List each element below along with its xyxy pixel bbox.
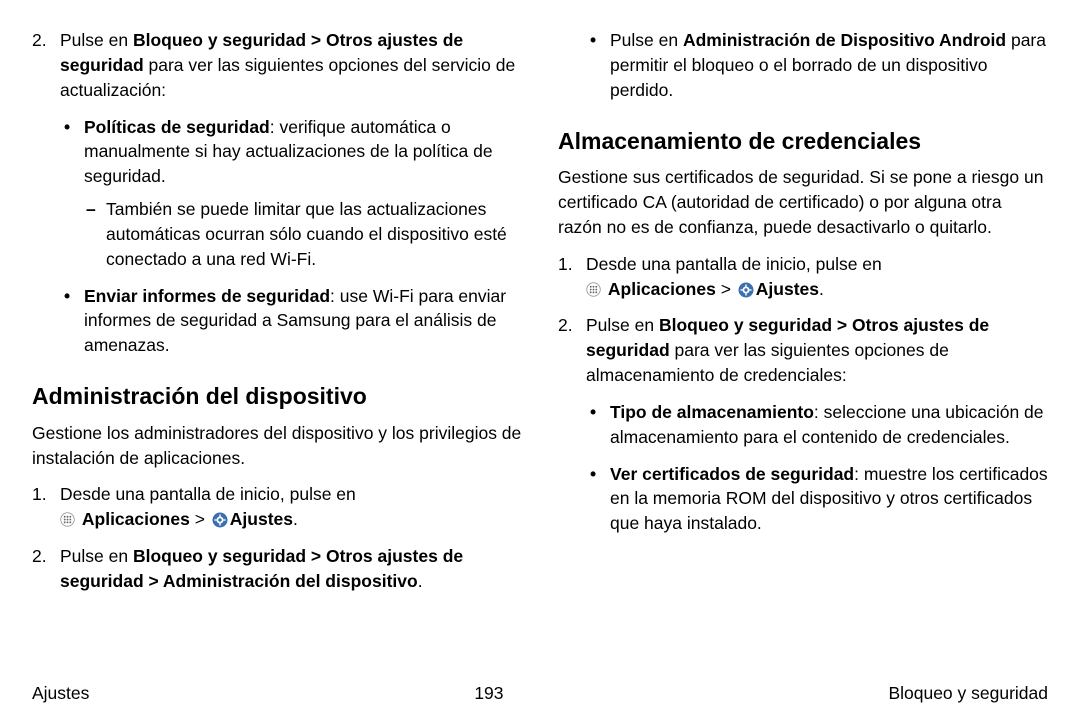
footer-left: Ajustes xyxy=(32,683,89,704)
intro-text: Gestione los administradores del disposi… xyxy=(32,421,522,471)
text: También se puede limitar que las actuali… xyxy=(106,199,507,269)
list-item: También se puede limitar que las actuali… xyxy=(84,197,522,272)
list-item: Tipo de almacenamiento: seleccione una u… xyxy=(586,400,1048,450)
step-number: 2. xyxy=(558,313,573,338)
footer-right: Bloqueo y seguridad xyxy=(888,683,1048,704)
apps-icon xyxy=(60,509,75,524)
bold-text: Tipo de almacenamiento xyxy=(610,402,814,422)
list-item: Ver certificados de seguridad: muestre l… xyxy=(586,462,1048,537)
step-number: 1. xyxy=(32,482,47,507)
section-heading: Almacenamiento de credenciales xyxy=(558,125,1048,158)
list-item: 2. Pulse en Bloqueo y seguridad > Otros … xyxy=(558,313,1048,536)
bold-text: Administración de Dispositivo Android xyxy=(683,30,1006,50)
page-number: 193 xyxy=(474,683,503,704)
text: > xyxy=(190,509,210,529)
section-heading: Administración del dispositivo xyxy=(32,380,522,413)
page-footer: Ajustes 193 Bloqueo y seguridad xyxy=(32,683,1048,704)
text: Pulse en xyxy=(610,30,683,50)
gear-icon xyxy=(212,510,228,526)
bold-text: Enviar informes de seguridad xyxy=(84,286,330,306)
text: > xyxy=(716,279,736,299)
text: Pulse en xyxy=(60,30,133,50)
list-item: 1. Desde una pantalla de inicio, pulse e… xyxy=(558,252,1048,302)
gear-icon xyxy=(738,280,754,296)
list-item: 2. Pulse en Bloqueo y seguridad > Otros … xyxy=(32,544,522,594)
step-number: 2. xyxy=(32,28,47,53)
list-item: Pulse en Administración de Dispositivo A… xyxy=(586,28,1048,103)
bold-text: Aplicaciones xyxy=(608,279,716,299)
bold-text: Ajustes xyxy=(756,279,819,299)
list-item: 1. Desde una pantalla de inicio, pulse e… xyxy=(32,482,522,532)
text: Desde una pantalla de inicio, pulse en xyxy=(586,254,882,274)
right-column: Pulse en Administración de Dispositivo A… xyxy=(558,28,1048,660)
apps-icon xyxy=(586,279,601,294)
bold-text: Aplicaciones xyxy=(82,509,190,529)
bold-text: Ajustes xyxy=(230,509,293,529)
text: . xyxy=(418,571,423,591)
list-item: 2. Pulse en Bloqueo y seguridad > Otros … xyxy=(32,28,522,358)
bold-text: Políticas de seguridad xyxy=(84,117,270,137)
list-item: Políticas de seguridad: verifique automá… xyxy=(60,115,522,272)
text: Pulse en xyxy=(60,546,133,566)
step-number: 2. xyxy=(32,544,47,569)
text: . xyxy=(293,509,298,529)
page-content: 2. Pulse en Bloqueo y seguridad > Otros … xyxy=(0,0,1080,660)
text: Pulse en xyxy=(586,315,659,335)
text: Desde una pantalla de inicio, pulse en xyxy=(60,484,356,504)
step-number: 1. xyxy=(558,252,573,277)
list-item: Enviar informes de seguridad: use Wi-Fi … xyxy=(60,284,522,359)
left-column: 2. Pulse en Bloqueo y seguridad > Otros … xyxy=(32,28,522,660)
intro-text: Gestione sus certificados de seguridad. … xyxy=(558,165,1048,240)
text: . xyxy=(819,279,824,299)
bold-text: Ver certificados de seguridad xyxy=(610,464,854,484)
